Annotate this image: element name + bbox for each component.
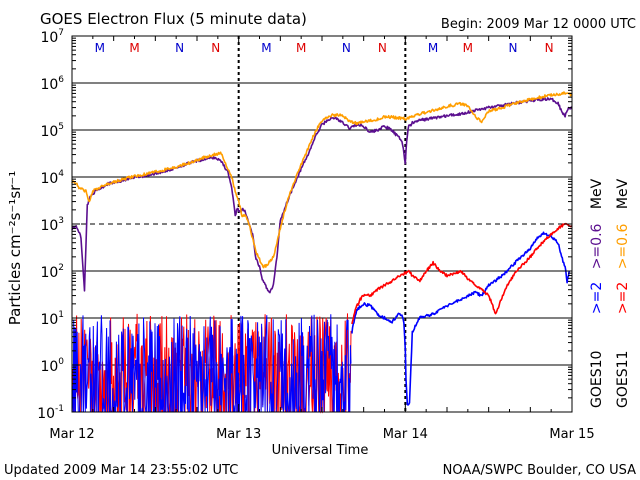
y-tick-label: 106 — [40, 75, 64, 93]
noise-series-line — [71, 314, 352, 413]
mn-marker-label: M — [129, 41, 139, 55]
mn-marker-label: N — [211, 41, 220, 55]
x-tick-label: Mar 15 — [549, 427, 594, 442]
data-series — [71, 91, 573, 406]
chart-title: GOES Electron Flux (5 minute data) — [40, 10, 307, 28]
y-tick-label: 100 — [40, 357, 64, 375]
mn-marker-label: N — [342, 41, 351, 55]
y-tick-label: 105 — [40, 122, 64, 140]
y-axis-ticks: 10-1 100 101 102 103 104 105 106 107 — [37, 28, 572, 422]
updated-timestamp: Updated 2009 Mar 14 23:55:02 UTC — [4, 463, 238, 478]
legend-unit-goes11: MeV — [615, 178, 631, 209]
mn-marker-label: N — [378, 41, 387, 55]
source-credit: NOAA/SWPC Boulder, CO USA — [443, 463, 636, 478]
mn-marker-label: M — [428, 41, 438, 55]
begin-date-label: Begin: 2009 Mar 12 0000 UTC — [441, 17, 636, 32]
y-tick-label: 103 — [40, 216, 64, 234]
x-axis-ticks: Mar 12 Mar 13 Mar 14 Mar 15 — [49, 36, 595, 442]
y-axis-label: Particles cm⁻²s⁻¹sr⁻¹ — [6, 171, 24, 325]
legend-goes11: GOES11 — [615, 351, 631, 408]
x-tick-label: Mar 13 — [216, 427, 261, 442]
mn-marker-label: N — [508, 41, 517, 55]
mn-marker-label: M — [296, 41, 306, 55]
mn-marker-label: M — [95, 41, 105, 55]
legend-goes10-2mev: >=2 — [589, 282, 605, 314]
y-tick-label: 102 — [40, 263, 64, 281]
series-line — [71, 91, 573, 269]
x-axis-label: Universal Time — [272, 443, 369, 458]
mn-marker-label: N — [545, 41, 554, 55]
series-line — [351, 222, 573, 325]
legend-goes10-06mev: >=0.6 — [589, 223, 605, 269]
x-tick-label: Mar 14 — [383, 427, 428, 442]
svg-text:GOES11 >=2 >=0.6: GOES11 >=2 >=0.6 MeV — [615, 178, 631, 408]
legend-goes11-2mev: >=2 — [615, 282, 631, 314]
y-tick-label: 104 — [40, 169, 64, 187]
legend: GOES10 >=2 >=0.6 MeV GOES11 >=2 >=0.6 Me… — [589, 178, 631, 408]
mn-marker-label: M — [261, 41, 271, 55]
svg-text:GOES10 >=2 >=0.6: GOES10 >=2 >=0.6 MeV — [589, 178, 605, 408]
mn-marker-label: M — [463, 41, 473, 55]
legend-unit-goes10: MeV — [589, 178, 605, 209]
y-tick-label: 107 — [40, 28, 64, 46]
legend-goes11-06mev: >=0.6 — [615, 223, 631, 269]
y-tick-label: 101 — [40, 310, 64, 328]
series-line — [351, 231, 570, 406]
mn-marker-label: N — [175, 41, 184, 55]
y-tick-label: 10-1 — [37, 404, 64, 422]
x-tick-label: Mar 12 — [49, 427, 94, 442]
legend-goes10: GOES10 — [589, 351, 605, 408]
